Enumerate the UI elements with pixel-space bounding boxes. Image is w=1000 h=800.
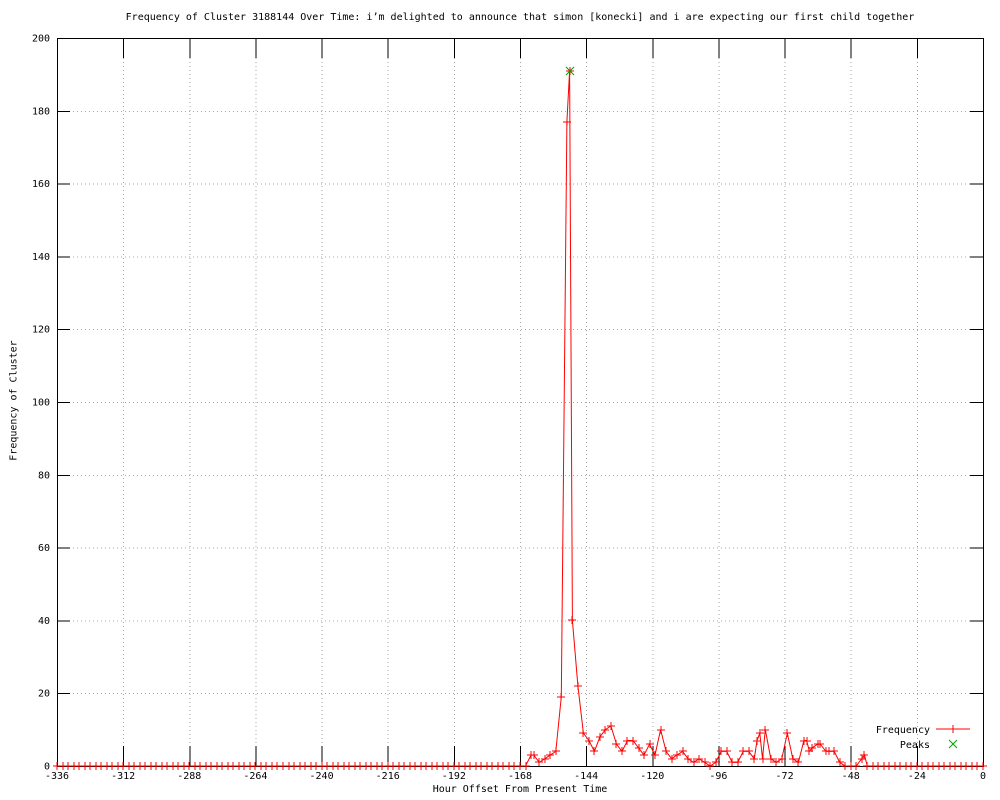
legend-label-frequency: Frequency [876,725,930,736]
legend-sample-cross-marker [948,739,958,749]
legend: Frequency Peaks [876,725,970,751]
x-tick-label: -192 [442,771,466,782]
x-tick-label: -48 [842,771,860,782]
legend-label-peaks: Peaks [900,740,930,751]
frequency-markers [53,67,987,770]
x-tick-label: -168 [508,771,532,782]
x-tick-label: -336 [45,771,69,782]
y-tick-label: 120 [32,325,50,336]
x-tick-label: -24 [908,771,926,782]
legend-sample-plus-marker [949,725,957,733]
y-tick-label: 160 [32,179,50,190]
tick-labels: -336 -312 -288 -264 -240 -216 -192 -168 -144 -120… [32,34,986,783]
x-tick-label: 0 [980,771,986,782]
y-tick-label: 100 [32,398,50,409]
x-tick-label: -264 [243,771,267,782]
y-tick-label: 80 [38,470,50,481]
y-tick-label: 40 [38,616,50,627]
x-tick-label: -216 [376,771,400,782]
y-tick-label: 200 [32,34,50,45]
grid [57,38,983,766]
x-tick-label: -120 [640,771,664,782]
chart-title: Frequency of Cluster 3188144 Over Time: … [125,12,915,23]
x-axis-label: Hour Offset From Present Time [432,784,608,795]
x-tick-label: -96 [709,771,727,782]
y-tick-label: 180 [32,106,50,117]
y-tick-label: 60 [38,543,50,554]
x-tick-label: -312 [111,771,135,782]
y-tick-label: 0 [44,762,50,773]
x-tick-label: -240 [310,771,334,782]
x-tick-label: -72 [776,771,794,782]
x-tick-label: -288 [177,771,201,782]
x-tick-label: -144 [574,771,598,782]
y-tick-label: 20 [38,689,50,700]
peak-marker [565,66,575,76]
y-tick-label: 140 [32,252,50,263]
